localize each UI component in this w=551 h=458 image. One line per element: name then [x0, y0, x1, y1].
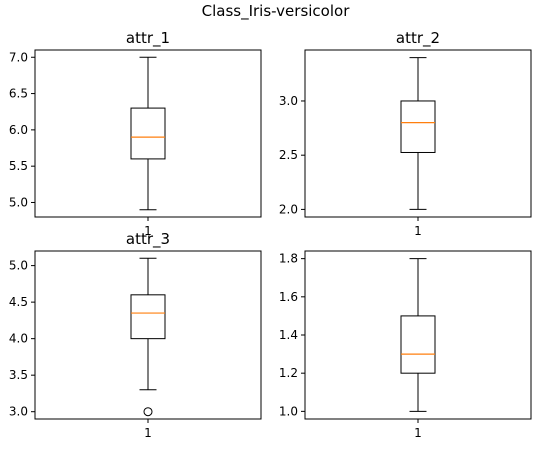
axes-frame — [304, 250, 532, 420]
y-tick-label: 5.5 — [9, 159, 28, 173]
y-tick-label: 3.0 — [279, 94, 298, 108]
x-tick-label: 1 — [144, 224, 152, 238]
subplot-title: attr_1 — [126, 29, 170, 48]
iqr-box — [400, 100, 436, 153]
subplot-grid: attr_15.05.56.06.57.01attr_22.02.53.01at… — [9, 29, 532, 440]
y-tick-label: 3.0 — [9, 405, 28, 419]
y-tick-label: 5.0 — [9, 195, 28, 209]
iqr-box — [400, 315, 436, 374]
y-tick-label: 1.8 — [279, 252, 298, 266]
axes-frame — [34, 250, 262, 420]
x-tick-label: 1 — [414, 426, 422, 440]
y-tick-label: 5.0 — [9, 259, 28, 273]
iqr-box — [130, 107, 166, 160]
y-tick-label: 2.5 — [279, 148, 298, 162]
subplot-4: 1.0 1.2 1.4 1.6 1.8 1 — [279, 250, 532, 440]
subplot-title: attr_3 — [126, 230, 170, 249]
subplot-3: attr_3 3.0 3.5 4.0 4.5 5.0 1 — [9, 230, 262, 440]
axes-frame — [34, 49, 262, 218]
x-tick-label: 1 — [414, 224, 422, 238]
iqr-box — [130, 294, 166, 340]
axes-frame — [304, 49, 532, 218]
subplot-2: attr_2 2.0 2.5 3.0 1 — [279, 29, 532, 238]
y-tick-label: 6.0 — [9, 123, 28, 137]
subplot-1: attr_1 5.0 5.5 6.0 6.5 7.0 1 — [9, 29, 262, 238]
y-tick-label: 7.0 — [9, 50, 28, 64]
subplot-title: attr_2 — [396, 29, 440, 48]
figure-suptitle: Class_Iris-versicolor — [202, 2, 351, 21]
y-tick-label: 1.4 — [279, 328, 298, 342]
y-tick-label: 6.5 — [9, 87, 28, 101]
y-tick-label: 1.6 — [279, 290, 298, 304]
y-tick-label: 3.5 — [9, 368, 28, 382]
y-tick-label: 1.0 — [279, 404, 298, 418]
x-tick-label: 1 — [144, 426, 152, 440]
y-tick-label: 4.0 — [9, 332, 28, 346]
y-tick-label: 2.0 — [279, 202, 298, 216]
y-tick-label: 1.2 — [279, 366, 298, 380]
y-tick-label: 4.5 — [9, 295, 28, 309]
outlier-point — [143, 407, 153, 417]
